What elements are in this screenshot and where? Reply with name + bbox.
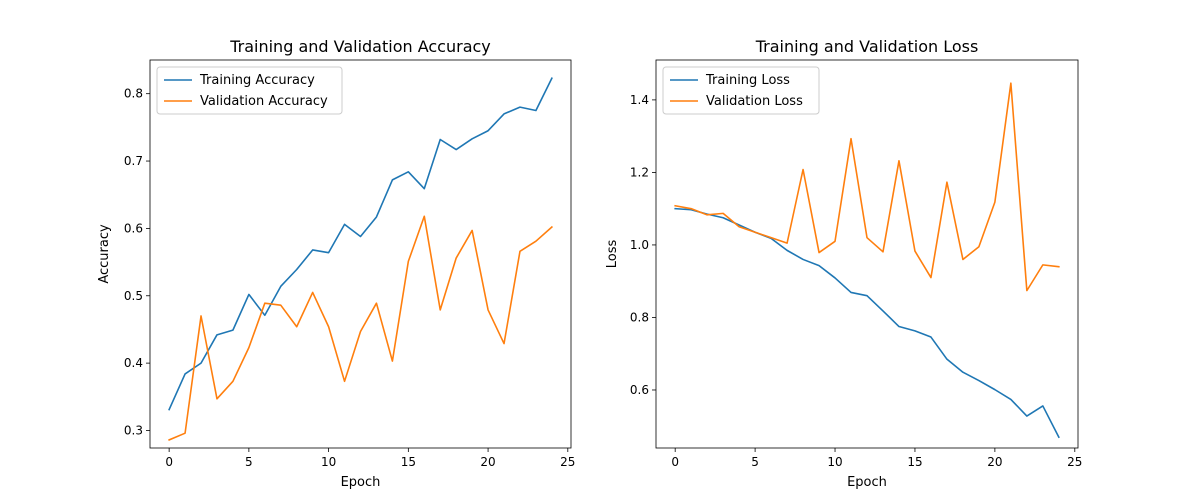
y-tick-label: 0.8 (630, 310, 649, 324)
series-line-training-accuracy (168, 77, 553, 411)
x-axis-ticks: 0 5 10 15 20 25 (165, 448, 575, 469)
legend-label-training-loss: Training Loss (705, 73, 790, 88)
legend: Training Loss Validation Loss (662, 66, 820, 115)
x-tick-label: 10 (321, 455, 336, 469)
legend-label-training-accuracy: Training Accuracy (199, 73, 315, 88)
y-axis-ticks: 0.6 0.8 1.0 1.2 1.4 (630, 93, 656, 397)
x-tick-label: 0 (165, 455, 173, 469)
x-tick-label: 20 (480, 455, 495, 469)
series-lines (168, 77, 553, 441)
x-axis-ticks: 0 5 10 15 20 25 (671, 448, 1082, 469)
plot-area (655, 59, 1079, 449)
loss-chart: 0 5 10 15 20 25 0.6 0.8 1.0 1.2 1.4 Training and … (605, 37, 1082, 490)
x-axis-label: Epoch (341, 475, 381, 490)
x-tick-label: 15 (401, 455, 416, 469)
y-tick-label: 0.8 (124, 87, 143, 101)
y-tick-label: 0.4 (124, 356, 143, 370)
chart-title: Training and Validation Accuracy (229, 37, 491, 56)
x-tick-label: 0 (671, 455, 679, 469)
x-tick-label: 5 (751, 455, 759, 469)
x-tick-label: 10 (827, 455, 842, 469)
legend-box (156, 66, 343, 115)
y-tick-label: 0.5 (124, 289, 143, 303)
y-axis-label: Accuracy (97, 224, 112, 284)
y-tick-label: 1.0 (630, 238, 649, 252)
y-tick-label: 1.4 (630, 93, 649, 107)
legend-label-validation-accuracy: Validation Accuracy (200, 94, 328, 109)
plot-area (149, 59, 572, 449)
x-tick-label: 15 (907, 455, 922, 469)
y-tick-label: 0.6 (630, 383, 649, 397)
y-tick-label: 0.7 (124, 154, 143, 168)
x-tick-label: 5 (245, 455, 253, 469)
accuracy-chart: 0 5 10 15 20 25 0.3 0.4 0.5 0.6 0.7 0.8 Training a… (97, 37, 575, 490)
legend-box (662, 66, 820, 115)
x-tick-label: 20 (987, 455, 1002, 469)
x-tick-label: 25 (1067, 455, 1082, 469)
legend: Training Accuracy Validation Accuracy (156, 66, 343, 115)
legend-label-validation-loss: Validation Loss (706, 94, 803, 109)
series-line-training-loss (674, 207, 1060, 439)
chart-title: Training and Validation Loss (755, 37, 979, 56)
series-line-validation-loss (674, 82, 1060, 292)
y-tick-label: 0.6 (124, 221, 143, 235)
x-tick-label: 25 (560, 455, 575, 469)
y-axis-label: Loss (605, 240, 620, 269)
x-axis-label: Epoch (847, 475, 887, 490)
y-tick-label: 0.3 (124, 423, 143, 437)
series-lines (674, 82, 1060, 439)
y-tick-label: 1.2 (630, 165, 649, 179)
series-line-validation-accuracy (168, 215, 553, 441)
y-axis-ticks: 0.3 0.4 0.5 0.6 0.7 0.8 (124, 87, 150, 437)
